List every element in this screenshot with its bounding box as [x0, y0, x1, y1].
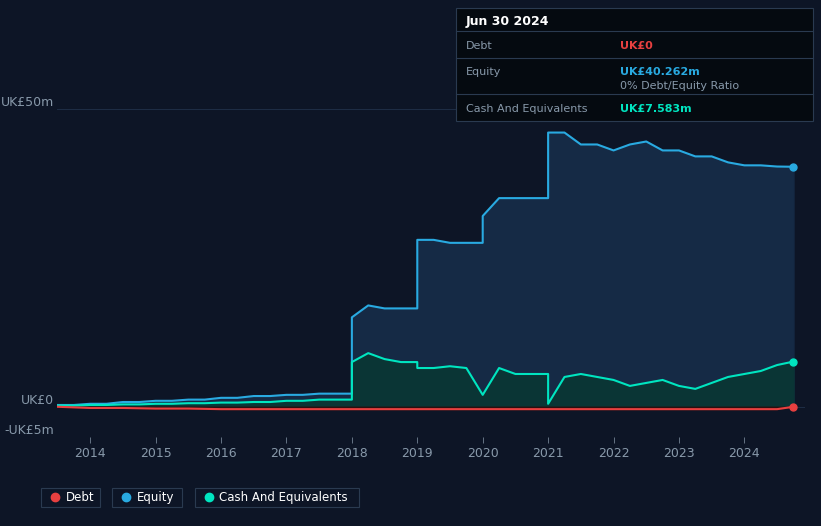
Text: UK£7.583m: UK£7.583m [620, 104, 691, 114]
Text: Cash And Equivalents: Cash And Equivalents [466, 104, 587, 114]
Text: Equity: Equity [466, 67, 501, 77]
Text: UK£50m: UK£50m [1, 96, 53, 109]
Text: UK£40.262m: UK£40.262m [620, 67, 699, 77]
Text: Debt: Debt [66, 491, 94, 503]
Text: Debt: Debt [466, 42, 493, 52]
Text: UK£0: UK£0 [620, 42, 653, 52]
Text: -UK£5m: -UK£5m [4, 423, 53, 437]
Text: Equity: Equity [137, 491, 175, 503]
Text: Jun 30 2024: Jun 30 2024 [466, 15, 549, 28]
Text: UK£0: UK£0 [21, 394, 53, 407]
Text: Cash And Equivalents: Cash And Equivalents [219, 491, 348, 503]
Text: 0% Debt/Equity Ratio: 0% Debt/Equity Ratio [620, 81, 739, 91]
